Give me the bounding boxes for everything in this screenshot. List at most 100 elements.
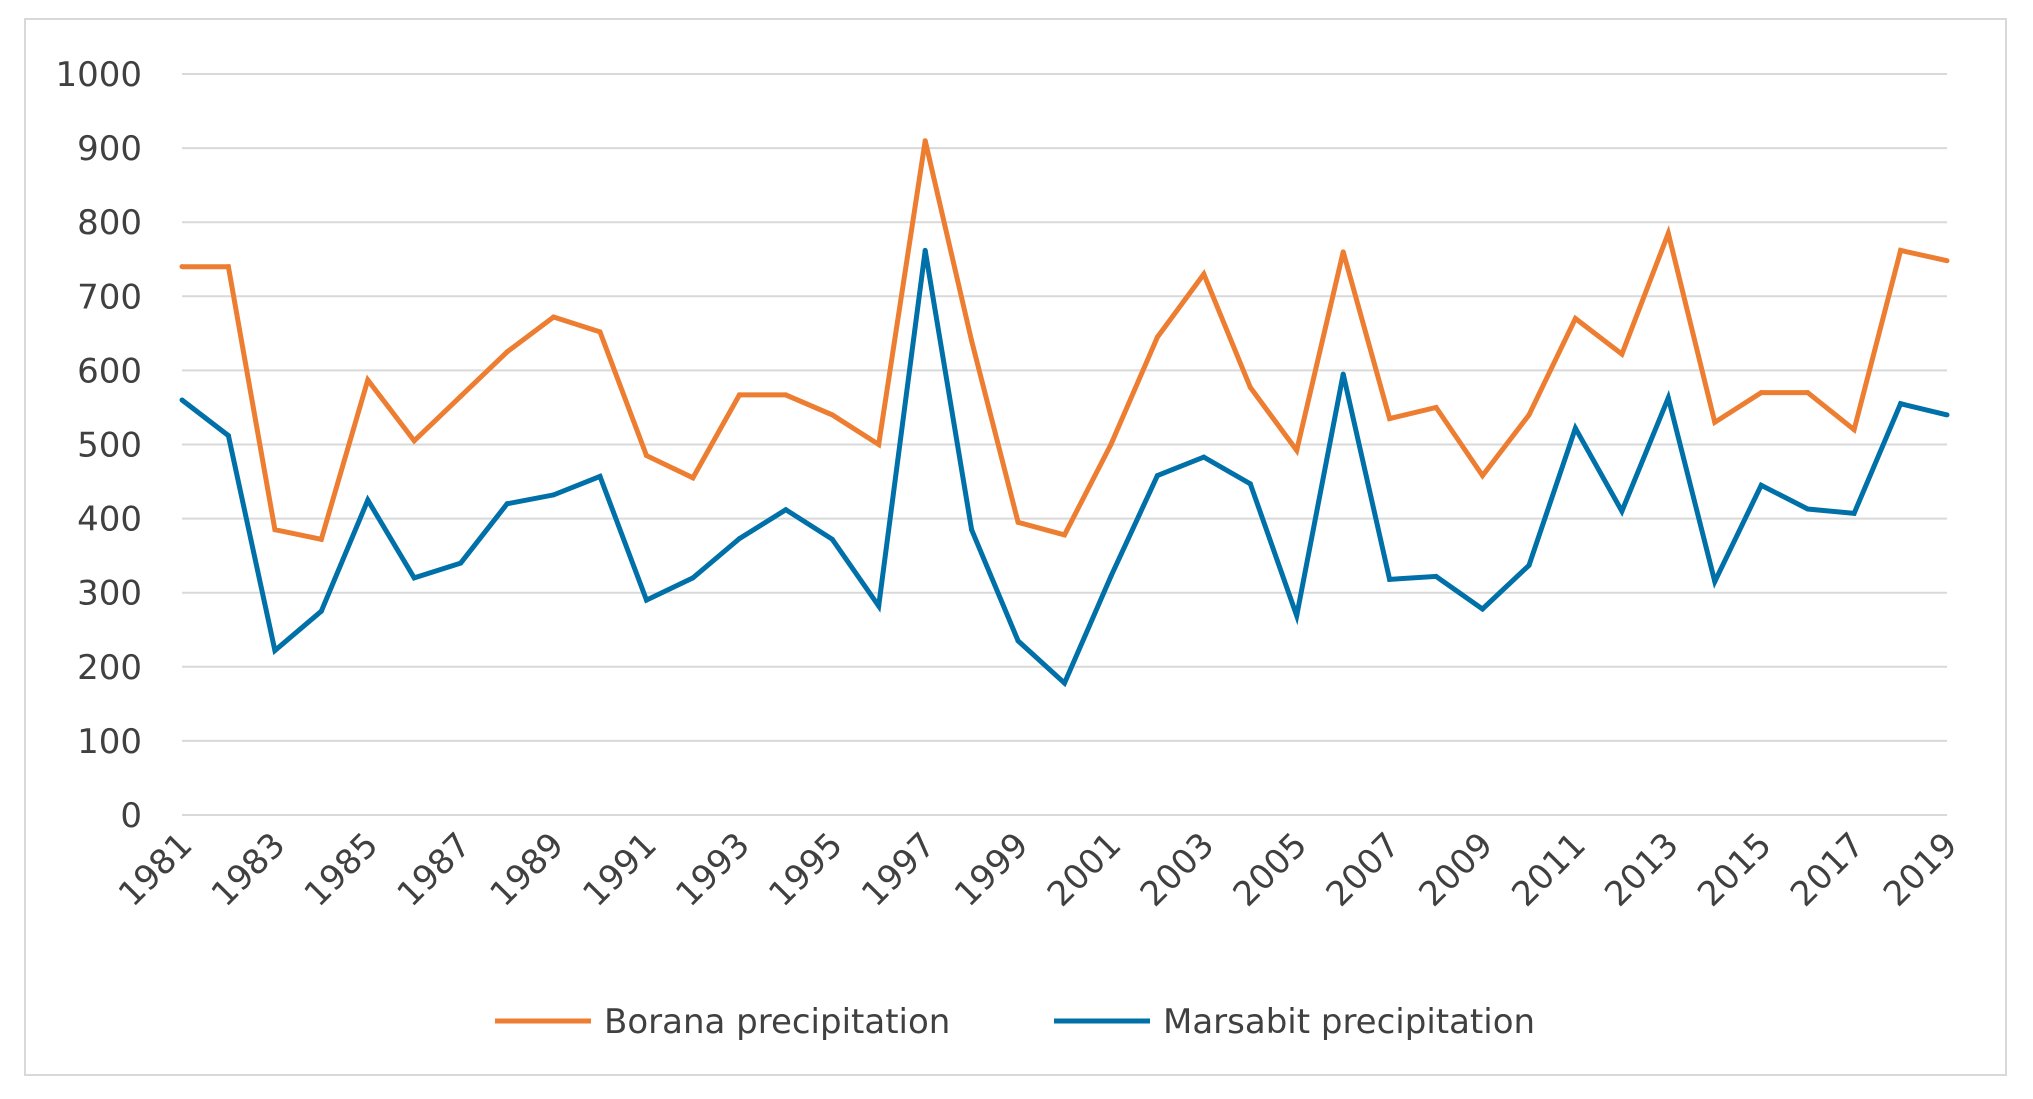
gridlines bbox=[182, 73, 1947, 816]
data-point bbox=[272, 527, 278, 533]
data-point bbox=[1433, 404, 1439, 410]
data-point bbox=[1712, 579, 1718, 585]
legend: Borana precipitation Marsabit precipitat… bbox=[495, 1002, 1535, 1042]
data-point bbox=[365, 497, 371, 503]
data-point bbox=[1665, 395, 1671, 401]
data-point bbox=[1015, 519, 1021, 525]
data-point bbox=[1015, 638, 1021, 644]
data-point bbox=[272, 647, 278, 653]
y-tick-label: 1000 bbox=[55, 55, 142, 95]
data-point bbox=[1851, 510, 1857, 516]
data-point bbox=[1154, 473, 1160, 479]
data-point bbox=[1294, 447, 1300, 453]
data-point bbox=[1665, 230, 1671, 236]
data-point bbox=[1294, 613, 1300, 619]
data-point bbox=[1898, 401, 1904, 407]
x-axis-ticks: 1981 1983 1985 1987 1989 1991 1993 1995 1997 1999… bbox=[111, 825, 1965, 914]
data-point bbox=[736, 536, 742, 542]
data-point bbox=[1712, 419, 1718, 425]
data-point bbox=[1944, 258, 1950, 264]
data-point bbox=[411, 438, 417, 444]
data-point bbox=[783, 507, 789, 513]
x-tick-label: 1991 bbox=[575, 825, 664, 914]
x-tick-label: 2009 bbox=[1411, 825, 1500, 914]
x-tick-label: 1989 bbox=[482, 825, 571, 914]
x-tick-label: 1981 bbox=[111, 825, 200, 914]
data-point bbox=[551, 492, 557, 498]
x-tick-label: 2017 bbox=[1783, 825, 1872, 914]
series-lines bbox=[179, 138, 1950, 688]
y-axis-ticks: 0 100 200 300 400 500 600 700 800 900 1000 bbox=[55, 55, 142, 836]
data-point bbox=[643, 453, 649, 459]
y-tick-label: 800 bbox=[77, 203, 142, 243]
data-point bbox=[551, 314, 557, 320]
data-point bbox=[1572, 425, 1578, 431]
x-tick-label: 2001 bbox=[1040, 825, 1129, 914]
data-point bbox=[1247, 384, 1253, 390]
data-point bbox=[1619, 351, 1625, 357]
x-tick-label: 1993 bbox=[668, 825, 757, 914]
x-tick-label: 1987 bbox=[390, 825, 479, 914]
data-point bbox=[1526, 562, 1532, 568]
data-point bbox=[1340, 249, 1346, 255]
y-tick-label: 0 bbox=[120, 796, 142, 836]
x-tick-label: 2013 bbox=[1597, 825, 1686, 914]
x-tick-label: 1983 bbox=[204, 825, 293, 914]
data-point bbox=[1572, 316, 1578, 322]
data-point bbox=[365, 377, 371, 383]
chart-frame bbox=[24, 18, 2007, 1076]
legend-label-borana: Borana precipitation bbox=[604, 1002, 950, 1042]
x-tick-label: 2003 bbox=[1133, 825, 1222, 914]
data-point bbox=[1108, 573, 1114, 579]
data-point bbox=[458, 393, 464, 399]
y-tick-label: 100 bbox=[77, 722, 142, 762]
data-point bbox=[1108, 442, 1114, 447]
data-point bbox=[318, 536, 324, 542]
data-point bbox=[458, 560, 464, 566]
x-tick-label: 1999 bbox=[947, 825, 1036, 914]
data-point bbox=[690, 475, 696, 481]
x-tick-label: 2007 bbox=[1319, 825, 1408, 914]
data-point bbox=[1851, 427, 1857, 433]
data-point bbox=[318, 608, 324, 614]
data-point bbox=[829, 412, 835, 418]
data-point bbox=[783, 392, 789, 398]
data-point bbox=[1201, 454, 1207, 460]
data-point bbox=[690, 575, 696, 581]
x-tick-label: 2005 bbox=[1226, 825, 1315, 914]
x-tick-label: 1985 bbox=[297, 825, 386, 914]
data-point bbox=[411, 575, 417, 581]
data-point bbox=[225, 264, 231, 270]
data-point bbox=[829, 536, 835, 542]
series-line-borana bbox=[182, 140, 1948, 543]
data-point bbox=[1433, 573, 1439, 579]
legend-label-marsabit: Marsabit precipitation bbox=[1163, 1002, 1535, 1042]
data-point bbox=[1619, 508, 1625, 514]
data-point bbox=[969, 338, 975, 344]
data-point bbox=[1805, 506, 1811, 512]
data-point bbox=[1480, 473, 1486, 479]
data-point bbox=[1387, 576, 1393, 582]
data-point bbox=[1062, 680, 1067, 686]
data-point bbox=[597, 473, 603, 479]
data-point bbox=[504, 349, 510, 355]
data-point bbox=[969, 527, 975, 533]
data-point bbox=[597, 329, 603, 335]
data-point bbox=[1201, 271, 1207, 277]
series-line-marsabit bbox=[180, 249, 1948, 688]
data-point bbox=[179, 397, 185, 403]
data-point bbox=[736, 392, 742, 398]
data-point bbox=[922, 138, 928, 144]
data-point bbox=[225, 433, 231, 439]
data-point bbox=[876, 603, 882, 609]
data-point bbox=[876, 442, 882, 447]
y-tick-label: 300 bbox=[77, 574, 142, 614]
y-tick-label: 900 bbox=[77, 129, 142, 169]
y-tick-label: 400 bbox=[77, 500, 142, 540]
data-point bbox=[1805, 390, 1811, 396]
data-point bbox=[1758, 390, 1764, 396]
data-point bbox=[1758, 482, 1764, 488]
y-tick-label: 500 bbox=[77, 426, 142, 466]
data-point bbox=[1387, 416, 1393, 422]
data-point bbox=[1062, 532, 1067, 538]
